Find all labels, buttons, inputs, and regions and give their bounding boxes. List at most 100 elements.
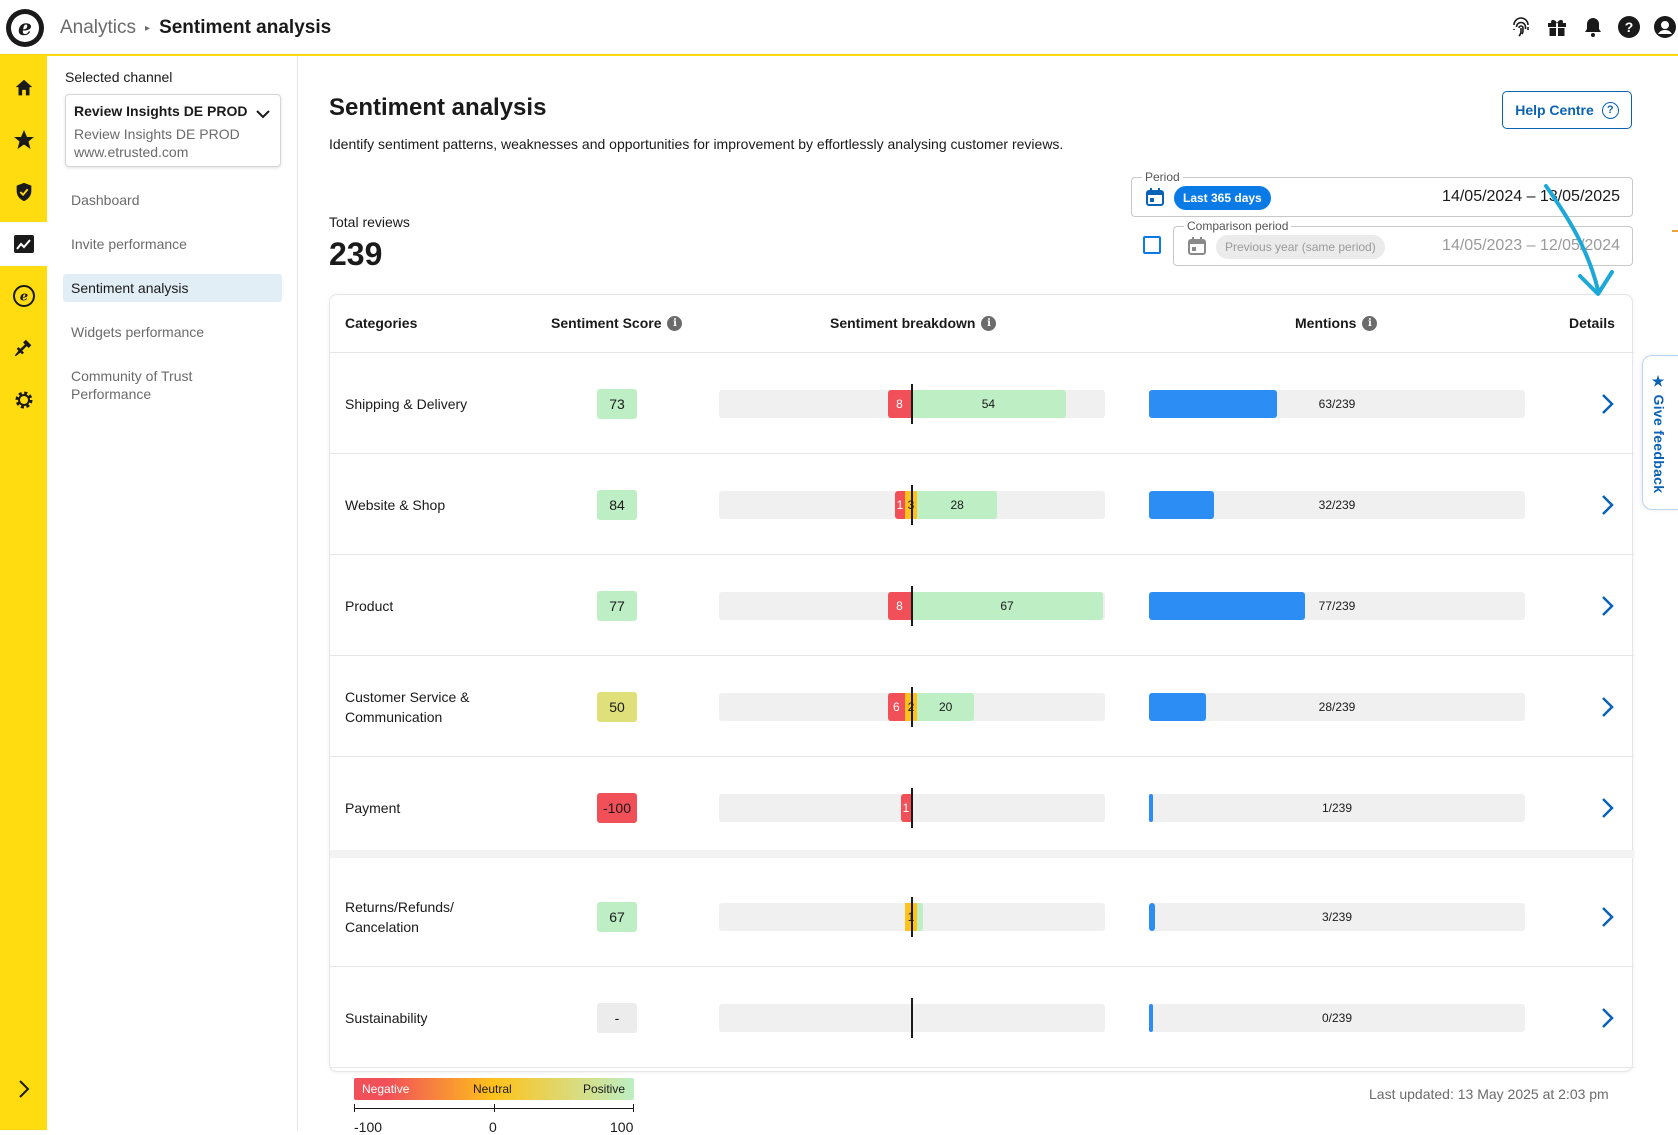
breakdown-center-axis <box>911 485 913 525</box>
info-icon[interactable]: i <box>981 315 997 331</box>
icon-rail: e <box>0 56 47 1130</box>
sentiment-breakdown-bar: 1 <box>719 788 1105 828</box>
category-name: Returns/Refunds/ Cancelation <box>345 899 454 935</box>
sidebar-item-community-of-trust[interactable]: Community of Trust Performance <box>71 368 193 402</box>
mentions-text: 3/239 <box>1321 910 1353 924</box>
sidebar-nav: Dashboard Invite performance Sentiment a… <box>63 186 282 424</box>
help-icon[interactable]: ? <box>1616 14 1642 40</box>
mentions-text: 1/239 <box>1321 801 1353 815</box>
mentions-bar: 3/239 <box>1149 903 1525 931</box>
comparison-legend: Comparison period <box>1184 219 1292 233</box>
sentiment-score-badge: 84 <box>597 490 637 520</box>
sidebar-item-dashboard[interactable]: Dashboard <box>71 192 140 208</box>
mentions-fill <box>1149 491 1214 519</box>
header-sentiment-score: Sentiment Score i <box>551 315 683 331</box>
mentions-bar: 28/239 <box>1149 693 1525 721</box>
gear-icon[interactable] <box>0 378 47 422</box>
svg-text:e: e <box>19 290 27 305</box>
star-icon[interactable] <box>0 118 47 162</box>
sentiment-breakdown-bar: 1 <box>719 897 1105 937</box>
channel-select[interactable]: Review Insights DE PROD Review Insights … <box>65 94 281 167</box>
info-icon[interactable]: i <box>667 315 683 331</box>
details-chevron-right-icon[interactable] <box>1595 694 1619 720</box>
expand-rail-chevron-icon[interactable] <box>0 1074 47 1104</box>
breadcrumb-separator-icon: ▸ <box>145 22 151 34</box>
sentiment-breakdown-bar <box>719 998 1105 1038</box>
shield-icon[interactable] <box>0 170 47 214</box>
details-chevron-right-icon[interactable] <box>1595 593 1619 619</box>
breakdown-center-axis <box>911 998 913 1038</box>
table-row: Customer Service & Communication 50 6220 28… <box>330 656 1634 757</box>
details-chevron-right-icon[interactable] <box>1595 795 1619 821</box>
positive-segment <box>917 903 923 931</box>
legend-min: -100 <box>354 1119 383 1135</box>
category-name: Payment <box>345 800 401 816</box>
sidebar-item-invite-performance[interactable]: Invite performance <box>71 236 187 252</box>
table-row: Product 77 8 67 77/239 <box>330 555 1634 656</box>
breadcrumb-current: Sentiment analysis <box>159 17 332 38</box>
header-categories: Categories <box>345 315 418 331</box>
question-circle-icon: ? <box>1601 101 1619 119</box>
legend-max: 100 <box>610 1119 634 1135</box>
gift-icon[interactable] <box>1544 14 1570 40</box>
sentiment-breakdown-bar: 6220 <box>719 687 1105 727</box>
table-row: Sustainability - 0/239 <box>330 967 1634 1068</box>
bell-icon[interactable] <box>1580 14 1606 40</box>
chevron-down-icon[interactable] <box>255 107 271 125</box>
sentiment-score-badge: 77 <box>597 591 637 621</box>
sidebar-item-widgets-performance[interactable]: Widgets performance <box>71 324 205 340</box>
details-chevron-right-icon[interactable] <box>1595 904 1619 930</box>
negative-segment: 8 <box>888 592 911 620</box>
header-sentiment-breakdown: Sentiment breakdown i <box>830 315 997 331</box>
table-header: Categories Sentiment Score i Sentiment br… <box>330 295 1634 353</box>
breakdown-center-axis <box>911 788 913 828</box>
category-name: Shipping & Delivery <box>345 396 468 412</box>
negative-segment: 1 <box>901 794 911 822</box>
period-preset-chip[interactable]: Last 365 days <box>1174 186 1271 210</box>
total-reviews-label: Total reviews <box>329 214 410 230</box>
mentions-bar: 0/239 <box>1149 1004 1525 1032</box>
give-feedback-tab[interactable]: ★ Give feedback <box>1642 355 1678 510</box>
page-description: Identify sentiment patterns, weaknesses … <box>329 136 1064 152</box>
sentiment-scale-bar <box>354 1078 634 1100</box>
mentions-text: 63/239 <box>1318 397 1356 411</box>
top-bar: e Analytics ▸ Sentiment analysis ? <box>0 0 1678 56</box>
period-legend: Period <box>1142 170 1183 184</box>
sidebar-item-sentiment-analysis[interactable]: Sentiment analysis <box>63 274 282 302</box>
breadcrumb-analytics[interactable]: Analytics <box>60 17 137 38</box>
details-chevron-right-icon[interactable] <box>1595 391 1619 417</box>
header-details: Details <box>1569 315 1615 331</box>
sentiment-table: Categories Sentiment Score i Sentiment br… <box>329 294 1634 1072</box>
plug-icon[interactable] <box>0 326 47 370</box>
account-icon[interactable] <box>1652 14 1678 40</box>
etrusted-logo[interactable]: e <box>6 9 44 47</box>
details-chevron-right-icon[interactable] <box>1595 492 1619 518</box>
legend-positive: Positive <box>583 1082 626 1096</box>
positive-segment: 28 <box>917 491 998 519</box>
channel-name: Review Insights DE PROD <box>74 103 248 119</box>
sentiment-breakdown-bar: 8 67 <box>719 586 1105 626</box>
sentiment-score-badge: 73 <box>597 389 637 419</box>
info-icon[interactable]: i <box>1362 315 1378 331</box>
legend-negative: Negative <box>362 1082 410 1096</box>
comparison-period-picker[interactable]: Comparison period Previous year (same pe… <box>1173 219 1633 266</box>
comparison-checkbox[interactable] <box>1143 236 1161 254</box>
period-picker[interactable]: Period Last 365 days 14/05/2024 – 13/05/… <box>1131 170 1633 217</box>
channel-subtitle: Review Insights DE PROD www.etrusted.com <box>74 126 240 160</box>
mentions-bar: 77/239 <box>1149 592 1525 620</box>
legend-neutral: Neutral <box>473 1082 512 1096</box>
analytics-icon[interactable] <box>0 222 47 266</box>
home-icon[interactable] <box>0 66 47 110</box>
comparison-preset-chip: Previous year (same period) <box>1216 235 1385 259</box>
category-name: Sustainability <box>345 1010 428 1026</box>
calendar-icon <box>1187 236 1207 261</box>
mentions-text: 77/239 <box>1318 599 1356 613</box>
help-centre-button[interactable]: Help Centre ? <box>1502 91 1632 129</box>
selected-channel-label: Selected channel <box>65 69 173 85</box>
mentions-fill <box>1149 1004 1153 1032</box>
etrusted-badge-icon[interactable]: e <box>0 274 47 318</box>
fingerprint-icon[interactable] <box>1508 14 1534 40</box>
details-chevron-right-icon[interactable] <box>1595 1005 1619 1031</box>
header-mentions: Mentions i <box>1295 315 1378 331</box>
table-row: Payment -100 1 1/239 <box>330 757 1634 858</box>
